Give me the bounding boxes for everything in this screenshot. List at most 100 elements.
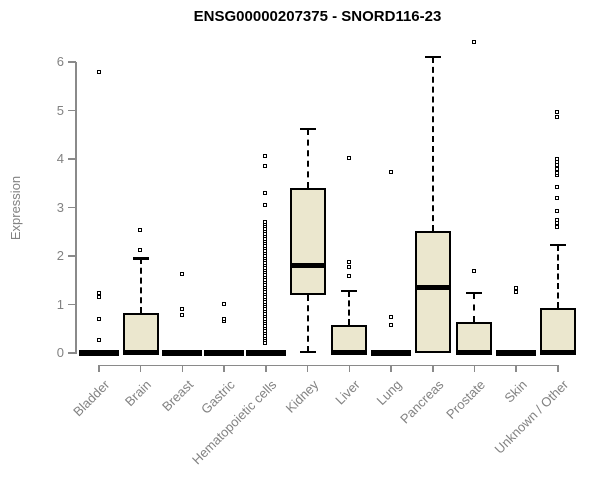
x-tick-label-bladder: Bladder xyxy=(70,377,113,420)
outlier-point xyxy=(346,155,351,160)
x-tick-label-unknown-other: Unknown / Other xyxy=(491,377,572,457)
x-axis-tick xyxy=(473,365,476,372)
y-axis-tick xyxy=(68,303,76,306)
outlier-point xyxy=(263,202,268,207)
upper-whisker-unknown-other xyxy=(556,244,559,308)
x-tick-label-kidney: Kidney xyxy=(282,377,322,416)
upper-whisker-cap-unknown-other xyxy=(549,243,566,247)
y-axis-tick xyxy=(68,158,76,160)
x-axis-tick xyxy=(98,365,100,372)
median-line-pancreas xyxy=(414,284,451,290)
outlier-point xyxy=(179,307,184,312)
outlier-point xyxy=(221,316,226,321)
x-axis-line xyxy=(98,364,559,366)
y-axis-tick xyxy=(68,61,76,63)
y-axis-tick xyxy=(68,352,76,354)
x-tick-label-lung: Lung xyxy=(373,377,405,409)
y-tick-label: 3 xyxy=(56,199,64,215)
outlier-point xyxy=(96,70,101,75)
outlier-point xyxy=(221,302,226,306)
y-axis-tick xyxy=(68,109,76,112)
y-tick-label: 0 xyxy=(56,345,64,360)
outlier-point xyxy=(513,285,518,290)
outlier-point xyxy=(388,323,393,328)
y-axis-line xyxy=(75,61,77,354)
outlier-point xyxy=(555,195,560,200)
outlier-point xyxy=(555,157,560,162)
x-axis-tick xyxy=(181,365,184,372)
outlier-point xyxy=(555,110,560,115)
outlier-point xyxy=(555,170,560,175)
outlier-point xyxy=(263,153,268,158)
median-line-unknown-other xyxy=(539,349,576,355)
outlier-point xyxy=(138,247,143,252)
x-axis-tick xyxy=(139,365,142,372)
y-tick-label: 6 xyxy=(56,54,64,69)
y-tick-label: 2 xyxy=(56,248,64,263)
box-brain xyxy=(122,313,159,353)
flat-box-skin xyxy=(496,350,537,356)
box-kidney xyxy=(289,188,326,295)
median-line-kidney xyxy=(289,262,326,268)
outlier-point xyxy=(138,228,143,233)
x-axis-tick xyxy=(557,365,559,372)
upper-whisker-liver xyxy=(348,290,351,325)
upper-whisker-cap-liver xyxy=(341,289,358,293)
box-pancreas xyxy=(414,230,451,353)
outlier-point xyxy=(555,225,560,230)
upper-whisker-cap-prostate xyxy=(466,291,483,295)
x-tick-label-prostate: Prostate xyxy=(443,377,489,422)
box-unknown-other xyxy=(539,307,576,353)
x-tick-label-pancreas: Pancreas xyxy=(396,377,447,427)
x-axis-tick xyxy=(515,365,517,372)
outlier-point xyxy=(263,219,268,224)
box-liver xyxy=(331,324,368,353)
x-tick-label-liver: Liver xyxy=(332,377,363,408)
x-axis-tick xyxy=(265,365,267,372)
x-axis-tick xyxy=(390,365,392,372)
flat-box-gastric xyxy=(204,350,245,356)
x-tick-label-gastric: Gastric xyxy=(198,377,238,417)
flat-box-bladder xyxy=(79,350,119,356)
outlier-point xyxy=(555,184,560,189)
outlier-point xyxy=(263,191,268,196)
median-line-liver xyxy=(331,349,368,355)
outlier-point xyxy=(96,291,101,296)
outlier-point xyxy=(471,40,476,45)
outlier-point xyxy=(96,337,101,342)
y-tick-label: 1 xyxy=(56,296,64,312)
upper-whisker-pancreas xyxy=(431,57,434,231)
box-prostate xyxy=(456,322,493,353)
outlier-point xyxy=(555,209,560,214)
lower-whisker-kidney xyxy=(306,294,309,353)
outlier-point xyxy=(555,217,560,222)
median-line-prostate xyxy=(456,349,493,355)
y-axis-tick xyxy=(68,206,76,209)
flat-box-hematopoietic-cells xyxy=(245,350,286,356)
upper-whisker-cap-kidney xyxy=(299,127,316,131)
x-axis-tick xyxy=(306,365,309,372)
y-axis-tick xyxy=(68,255,76,257)
outlier-point xyxy=(471,269,476,274)
flat-box-breast xyxy=(162,350,203,356)
y-tick-label: 4 xyxy=(56,151,64,166)
outlier-point xyxy=(263,164,268,169)
outlier-point xyxy=(179,312,184,317)
outlier-point xyxy=(96,316,101,321)
x-axis-tick xyxy=(432,365,434,372)
outlier-point xyxy=(388,314,393,319)
median-line-brain xyxy=(122,349,159,355)
upper-whisker-cap-pancreas xyxy=(424,55,441,59)
x-tick-label-breast: Breast xyxy=(158,377,197,415)
y-tick-label: 5 xyxy=(56,102,64,118)
upper-whisker-cap-brain xyxy=(132,257,149,260)
x-tick-label-skin: Skin xyxy=(501,377,530,406)
upper-whisker-prostate xyxy=(473,292,476,323)
outlier-point xyxy=(346,260,351,265)
outlier-point xyxy=(346,264,351,269)
outlier-point xyxy=(513,290,518,295)
upper-whisker-kidney xyxy=(306,128,309,189)
x-tick-label-brain: Brain xyxy=(122,377,155,410)
